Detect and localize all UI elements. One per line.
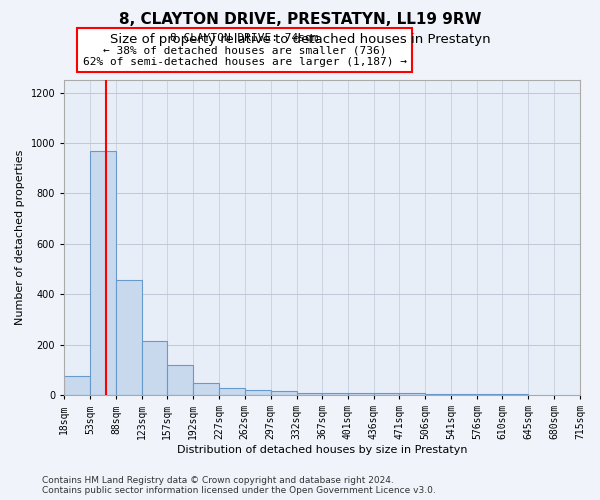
- Bar: [502, 394, 528, 395]
- Bar: [245, 390, 271, 395]
- Bar: [116, 280, 142, 395]
- Bar: [142, 341, 167, 395]
- Bar: [219, 388, 245, 395]
- Bar: [193, 382, 219, 395]
- Text: Contains HM Land Registry data © Crown copyright and database right 2024.: Contains HM Land Registry data © Crown c…: [42, 476, 394, 485]
- X-axis label: Distribution of detached houses by size in Prestatyn: Distribution of detached houses by size …: [177, 445, 467, 455]
- Bar: [425, 394, 451, 395]
- Bar: [400, 392, 425, 395]
- Bar: [347, 392, 374, 395]
- Y-axis label: Number of detached properties: Number of detached properties: [15, 150, 25, 326]
- Bar: [296, 392, 322, 395]
- Bar: [451, 394, 477, 395]
- Text: Size of property relative to detached houses in Prestatyn: Size of property relative to detached ho…: [110, 32, 490, 46]
- Bar: [374, 392, 400, 395]
- Bar: [322, 392, 347, 395]
- Bar: [477, 394, 502, 395]
- Bar: [167, 365, 193, 395]
- Bar: [64, 376, 90, 395]
- Bar: [90, 150, 116, 395]
- Text: 8 CLAYTON DRIVE: 74sqm
← 38% of detached houses are smaller (736)
62% of semi-de: 8 CLAYTON DRIVE: 74sqm ← 38% of detached…: [83, 34, 407, 66]
- Text: 8, CLAYTON DRIVE, PRESTATYN, LL19 9RW: 8, CLAYTON DRIVE, PRESTATYN, LL19 9RW: [119, 12, 481, 28]
- Bar: [271, 392, 296, 395]
- Text: Contains public sector information licensed under the Open Government Licence v3: Contains public sector information licen…: [42, 486, 436, 495]
